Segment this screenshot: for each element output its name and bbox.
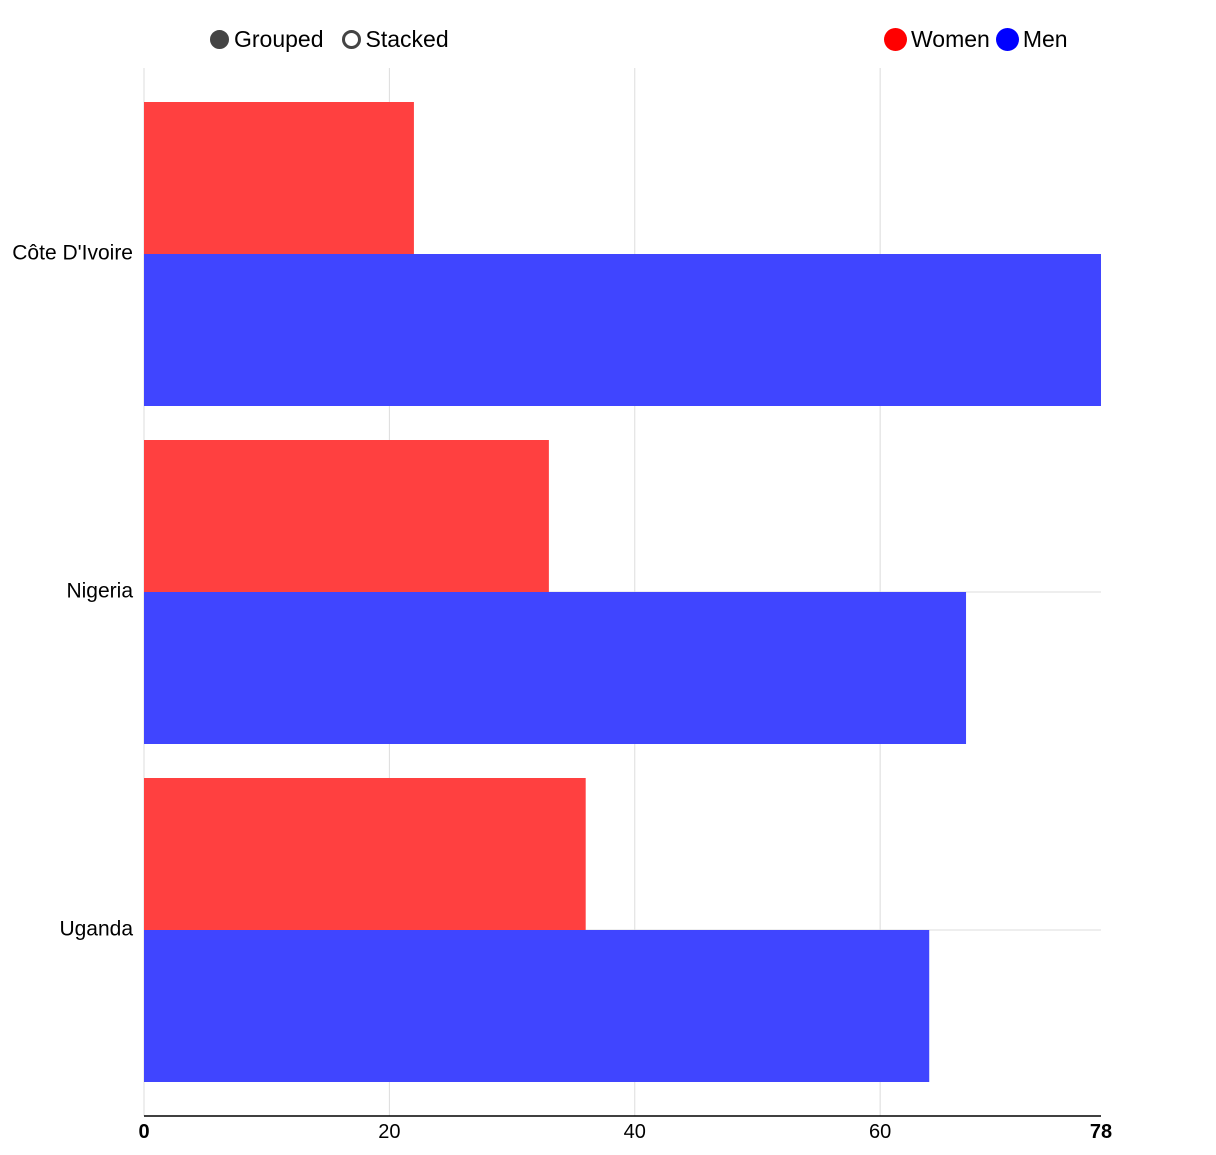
legend-swatch-women: [884, 27, 907, 51]
legend-item-men[interactable]: Men: [995, 25, 1068, 53]
legend-item-women[interactable]: Women: [884, 26, 990, 53]
bar-men-2[interactable]: [144, 930, 930, 1082]
legend-label-women: Women: [911, 25, 990, 52]
bar-men-1[interactable]: [144, 592, 967, 744]
x-tick-label-4: 78: [1090, 1121, 1112, 1143]
bar-men-0[interactable]: [144, 254, 1101, 406]
chart-legend: Women Men: [884, 24, 1068, 54]
x-tick-label-3: 60: [869, 1121, 891, 1143]
x-tick-label-2: 40: [624, 1121, 646, 1143]
category-label-1: Nigeria: [66, 580, 133, 603]
legend-label-men: Men: [1022, 25, 1068, 52]
category-label-2: Uganda: [59, 918, 133, 941]
x-tick-label-1: 20: [378, 1121, 400, 1143]
bar-women-1[interactable]: [144, 440, 549, 592]
layout-toggle: Grouped Stacked: [210, 24, 449, 54]
stacked-radio-icon[interactable]: [341, 29, 361, 49]
bar-women-0[interactable]: [144, 102, 414, 254]
legend-swatch-men: [995, 27, 1019, 51]
grouped-option[interactable]: Grouped: [210, 26, 324, 53]
grouped-radio-icon[interactable]: [210, 29, 229, 49]
grouped-label: Grouped: [234, 25, 324, 52]
stacked-option[interactable]: Stacked: [341, 25, 449, 53]
bar-women-2[interactable]: [144, 778, 586, 930]
x-tick-label-0: 0: [138, 1121, 149, 1143]
category-label-0: Côte D'Ivoire: [12, 242, 133, 265]
stacked-label: Stacked: [365, 25, 449, 52]
